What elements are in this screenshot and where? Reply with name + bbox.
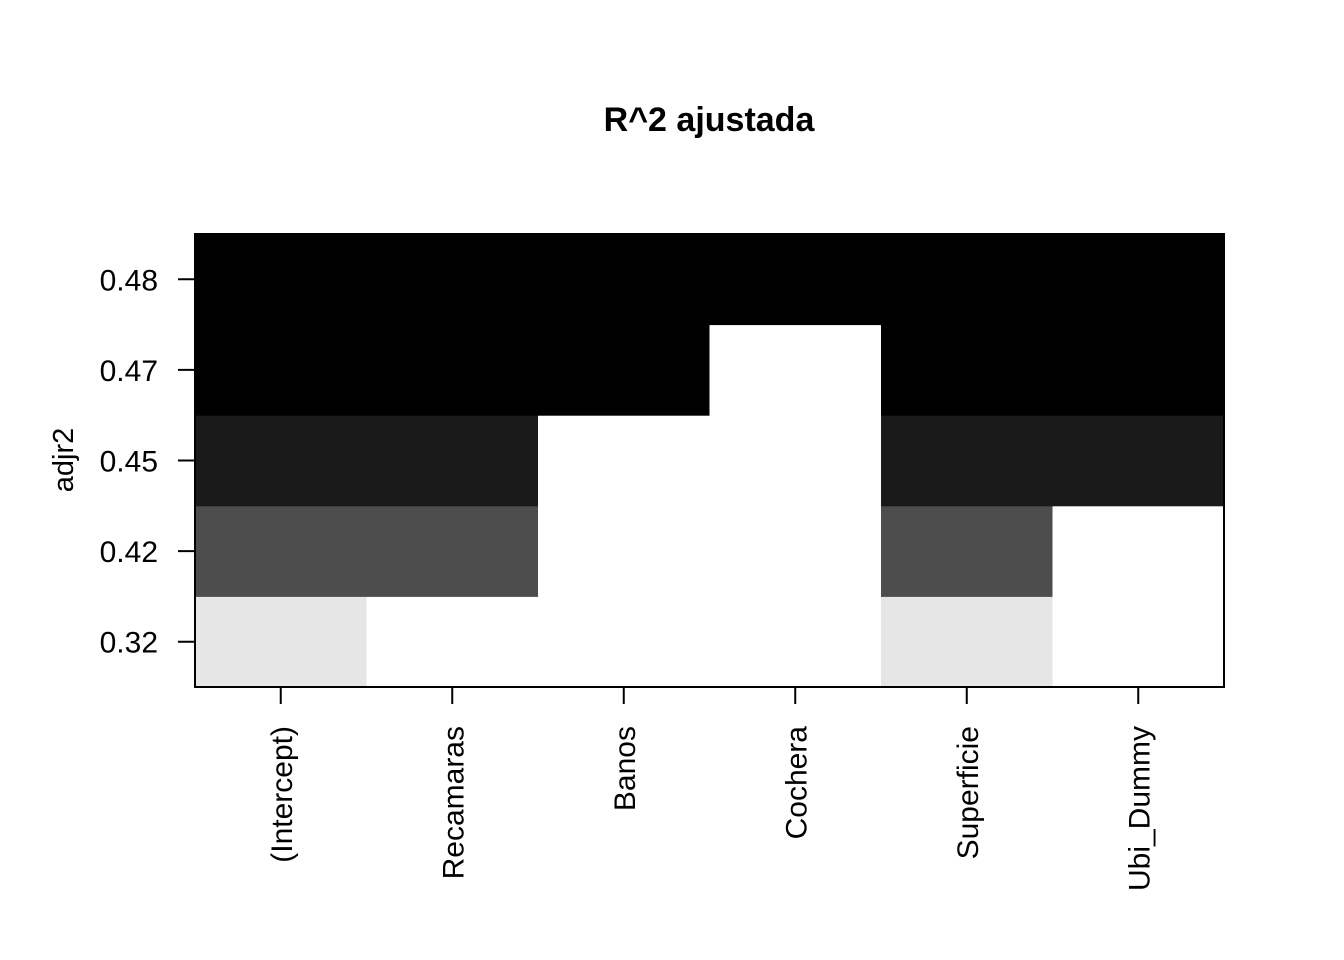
- chart-title: R^2 ajustada: [604, 101, 816, 139]
- heatmap-cell-0.47-Superficie: [881, 324, 1053, 416]
- heatmap-cells: [195, 234, 1225, 688]
- heatmap-cell-0.45-(Intercept): [195, 415, 367, 507]
- heatmap-cell-0.45-Superficie: [881, 415, 1053, 507]
- heatmap-cell-0.48-Cochera: [709, 234, 882, 326]
- heatmap-cell-0.42-Banos: [538, 505, 710, 597]
- x-tick-label: Banos: [609, 726, 642, 811]
- y-tick-label: 0.48: [100, 264, 158, 297]
- y-tick-label: 0.45: [100, 446, 158, 479]
- heatmap-cell-0.42-Cochera: [709, 505, 882, 597]
- heatmap-cell-0.47-Cochera: [709, 324, 882, 416]
- x-tick-label: (Intercept): [266, 726, 299, 863]
- heatmap-cell-0.47-Recamaras: [366, 324, 539, 416]
- x-axis: (Intercept) Recamaras Banos Cochera Superfic…: [266, 687, 1156, 891]
- heatmap-cell-0.32-Recamaras: [366, 596, 539, 688]
- heatmap-cell-0.42-(Intercept): [195, 505, 367, 597]
- y-tick-label: 0.32: [100, 627, 158, 660]
- heatmap-cell-0.47-Ubi_Dummy: [1052, 324, 1225, 416]
- heatmap-cell-0.48-Ubi_Dummy: [1052, 234, 1225, 326]
- heatmap-cell-0.47-(Intercept): [195, 324, 367, 416]
- heatmap-cell-0.32-Superficie: [881, 596, 1053, 688]
- heatmap-cell-0.32-(Intercept): [195, 596, 367, 688]
- heatmap-cell-0.47-Banos: [538, 324, 710, 416]
- heatmap-cell-0.42-Recamaras: [366, 505, 539, 597]
- heatmap-cell-0.42-Ubi_Dummy: [1052, 505, 1225, 597]
- x-tick-label: Ubi_Dummy: [1123, 726, 1156, 891]
- heatmap-cell-0.32-Banos: [538, 596, 710, 688]
- heatmap-cell-0.45-Cochera: [709, 415, 882, 507]
- heatmap-cell-0.32-Ubi_Dummy: [1052, 596, 1225, 688]
- x-tick-label: Recamaras: [437, 726, 470, 879]
- heatmap-cell-0.48-Superficie: [881, 234, 1053, 326]
- y-tick-label: 0.42: [100, 536, 158, 569]
- heatmap-cell-0.45-Ubi_Dummy: [1052, 415, 1225, 507]
- x-tick-label: Superficie: [952, 726, 985, 859]
- y-axis: 0.32 0.42 0.45 0.47 0.48: [100, 264, 195, 660]
- y-axis-label: adjr2: [48, 428, 80, 493]
- heatmap-cell-0.48-Recamaras: [366, 234, 539, 326]
- heatmap-cell-0.32-Cochera: [709, 596, 882, 688]
- x-tick-label: Cochera: [780, 726, 813, 840]
- y-tick-label: 0.47: [100, 355, 158, 388]
- heatmap-cell-0.48-(Intercept): [195, 234, 367, 326]
- heatmap-cell-0.42-Superficie: [881, 505, 1053, 597]
- heatmap-cell-0.45-Banos: [538, 415, 710, 507]
- heatmap-cell-0.48-Banos: [538, 234, 710, 326]
- heatmap-cell-0.45-Recamaras: [366, 415, 539, 507]
